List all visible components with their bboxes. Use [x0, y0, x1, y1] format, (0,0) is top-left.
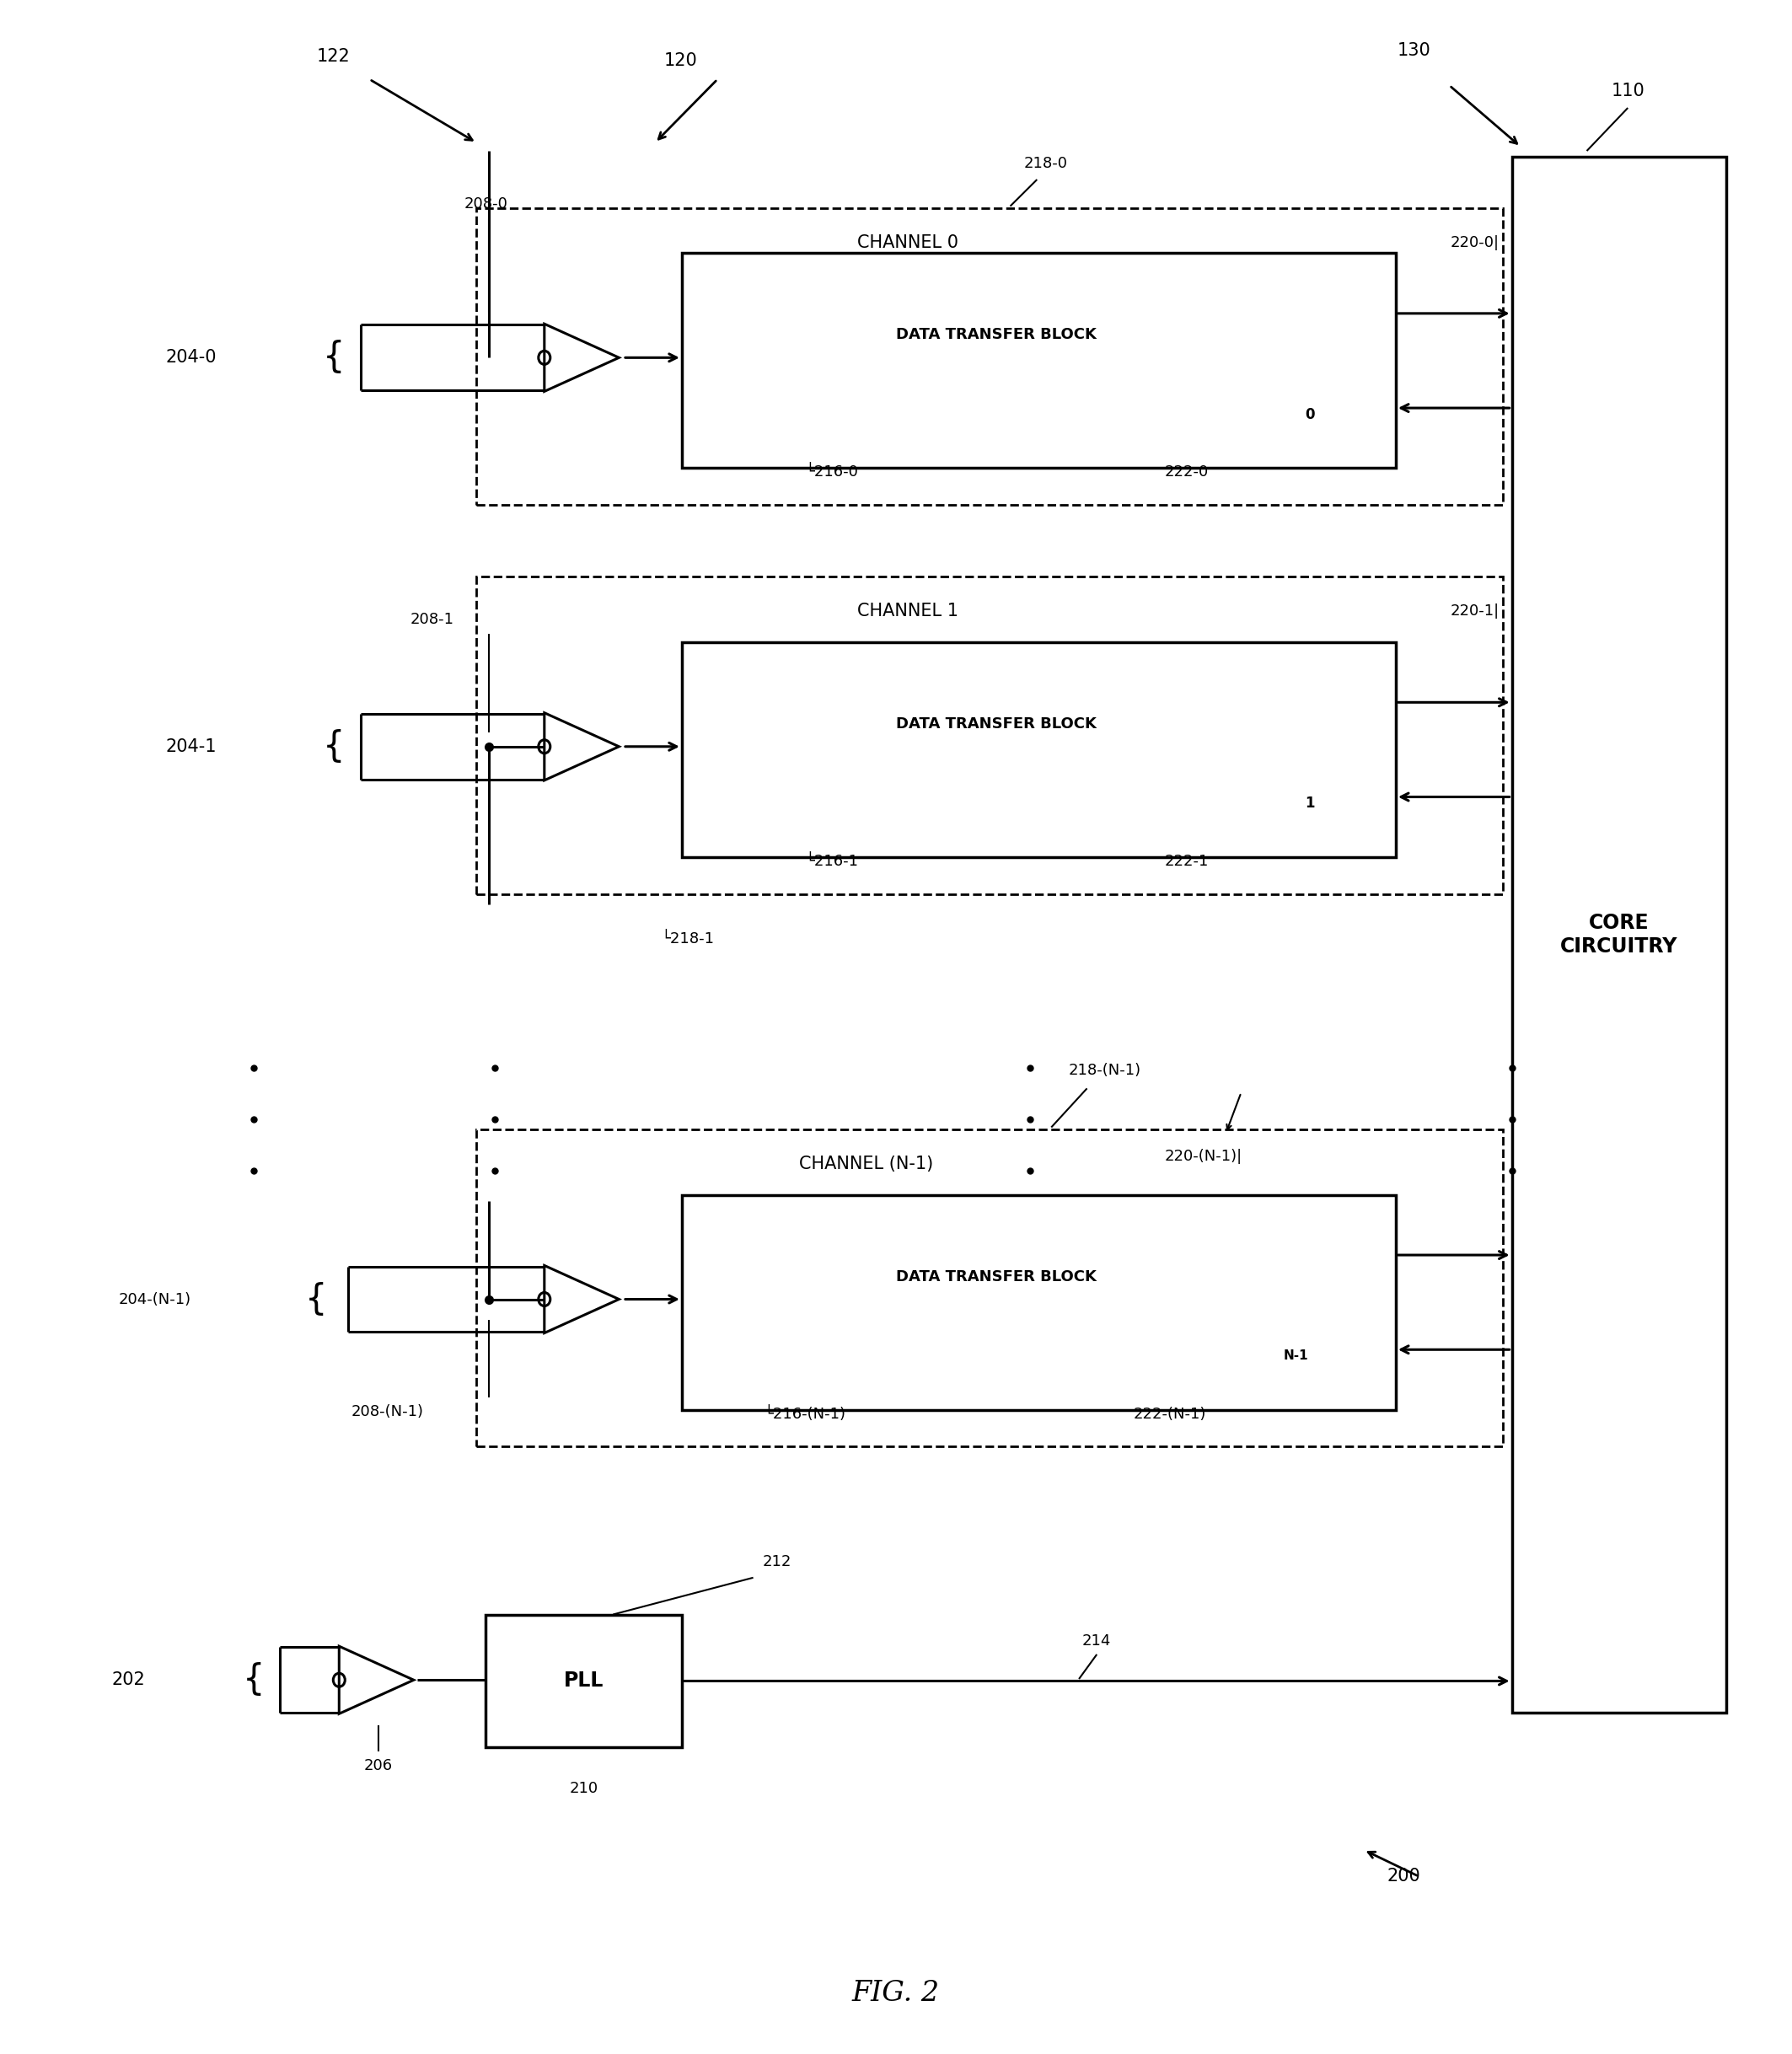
Text: └216-0: └216-0	[805, 464, 858, 481]
Text: PLL: PLL	[564, 1670, 604, 1690]
Text: CHANNEL 0: CHANNEL 0	[857, 234, 959, 251]
Text: {: {	[242, 1662, 265, 1699]
Bar	[486, 1614, 681, 1748]
Text: 222-(N-1): 222-(N-1)	[1133, 1407, 1206, 1421]
Text: 120: 120	[665, 53, 697, 70]
Text: {: {	[323, 729, 344, 764]
Text: DATA TRANSFER BLOCK: DATA TRANSFER BLOCK	[896, 327, 1097, 343]
Text: 204-1: 204-1	[165, 737, 217, 756]
Text: {: {	[305, 1282, 328, 1317]
Text: CHANNEL 1: CHANNEL 1	[857, 604, 959, 620]
Text: 202: 202	[111, 1672, 145, 1688]
Text: FIG. 2: FIG. 2	[853, 1980, 939, 2007]
Bar	[1512, 156, 1726, 1713]
Text: 214: 214	[1082, 1633, 1111, 1647]
Text: 218-(N-1): 218-(N-1)	[1068, 1064, 1142, 1078]
Text: 122: 122	[317, 49, 351, 66]
Text: 204-0: 204-0	[165, 349, 217, 366]
Text: 204-(N-1): 204-(N-1)	[118, 1292, 192, 1306]
Text: N-1: N-1	[1283, 1349, 1308, 1362]
Text: └218-1: └218-1	[661, 930, 715, 947]
Text: 222-1: 222-1	[1165, 854, 1208, 869]
Text: DATA TRANSFER BLOCK: DATA TRANSFER BLOCK	[896, 717, 1097, 731]
Text: └216-(N-1): └216-(N-1)	[763, 1405, 846, 1421]
Text: 110: 110	[1611, 82, 1645, 101]
Text: 208-0: 208-0	[464, 197, 507, 212]
Text: 1: 1	[1305, 795, 1315, 811]
Text: 210: 210	[570, 1781, 599, 1795]
Text: 220-0|: 220-0|	[1450, 236, 1500, 251]
Text: 200: 200	[1387, 1867, 1421, 1886]
Text: 208-1: 208-1	[410, 612, 455, 626]
Text: 206: 206	[364, 1758, 392, 1773]
Text: DATA TRANSFER BLOCK: DATA TRANSFER BLOCK	[896, 1269, 1097, 1284]
Text: CORE
CIRCUITRY: CORE CIRCUITRY	[1561, 914, 1677, 957]
Text: 220-1|: 220-1|	[1450, 604, 1500, 618]
Text: 212: 212	[762, 1555, 790, 1569]
Text: 222-0: 222-0	[1165, 464, 1208, 481]
Text: 130: 130	[1398, 41, 1430, 60]
Bar	[477, 1130, 1503, 1446]
Bar	[681, 253, 1396, 468]
Bar	[477, 577, 1503, 893]
Text: 220-(N-1)|: 220-(N-1)|	[1165, 1148, 1242, 1163]
Text: 0: 0	[1305, 407, 1315, 421]
Bar	[681, 643, 1396, 857]
Text: 218-0: 218-0	[1023, 156, 1068, 170]
Bar	[681, 1195, 1396, 1409]
Text: └216-1: └216-1	[805, 854, 858, 869]
Text: 208-(N-1): 208-(N-1)	[351, 1405, 425, 1419]
Bar	[477, 207, 1503, 505]
Text: {: {	[323, 341, 344, 376]
Text: CHANNEL (N-1): CHANNEL (N-1)	[799, 1156, 934, 1173]
